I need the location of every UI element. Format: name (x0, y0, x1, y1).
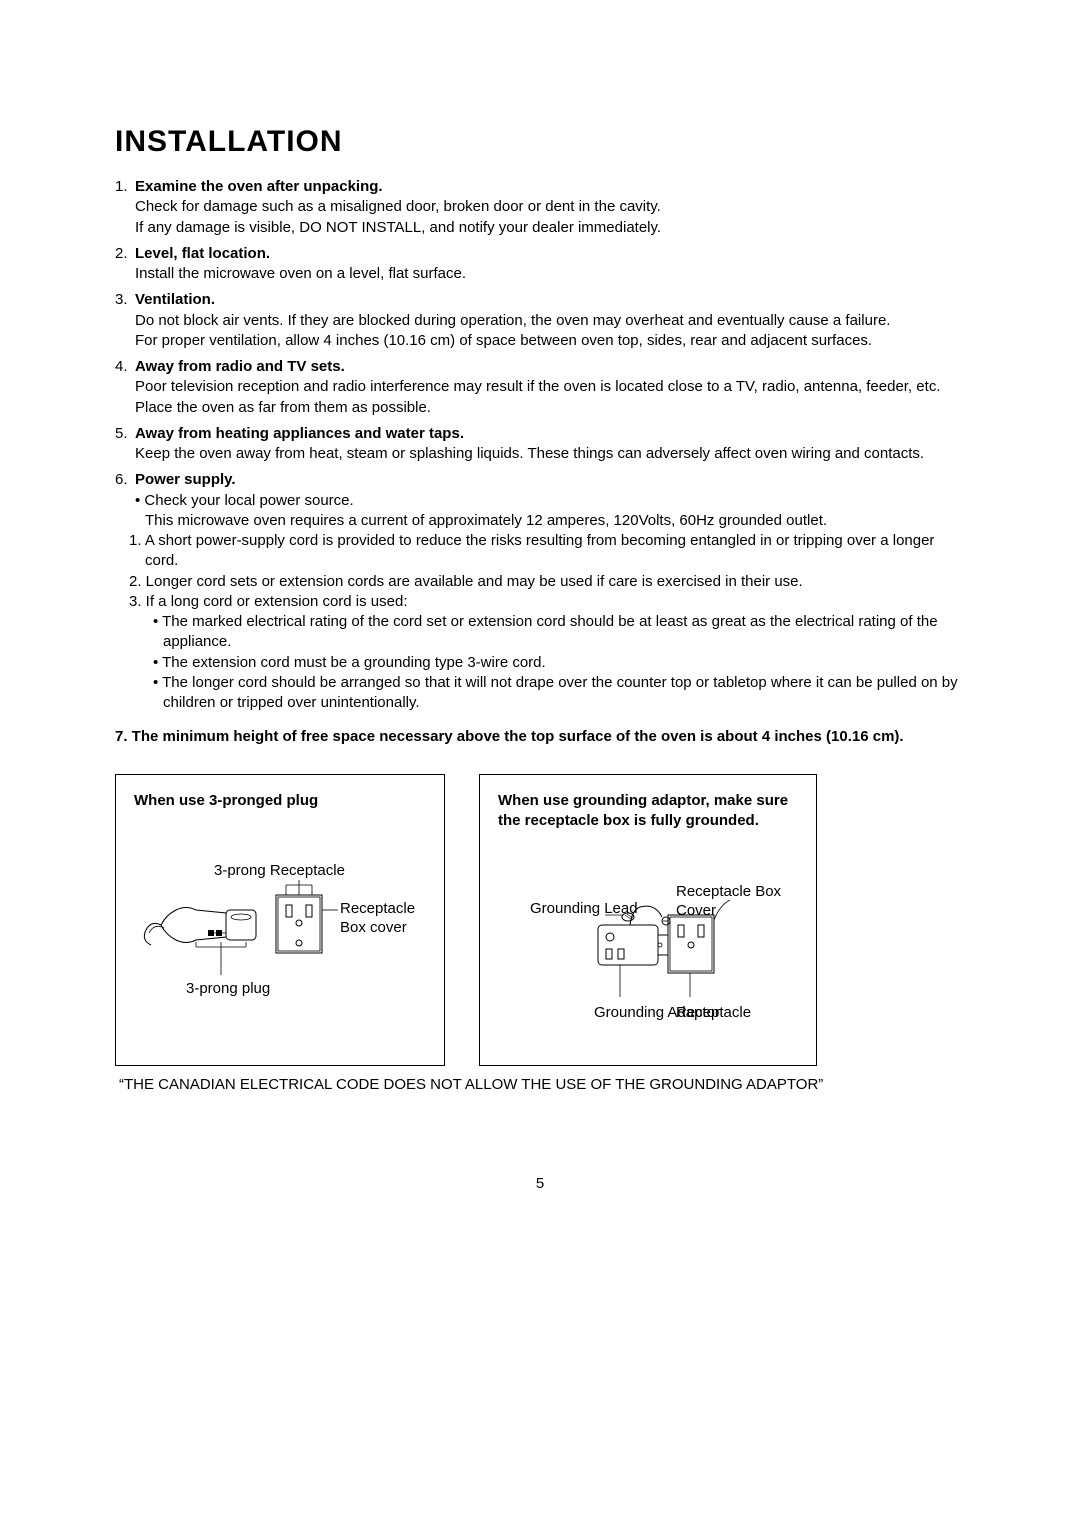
item-body: Do not block air vents. If they are bloc… (115, 311, 970, 331)
item-number: 5. (115, 424, 135, 444)
item-body: This microwave oven requires a current o… (115, 511, 970, 531)
item-number: 3. (115, 290, 135, 310)
list-item: 6. Power supply. • Check your local powe… (115, 470, 970, 713)
item-body: Poor television reception and radio inte… (115, 377, 970, 397)
item-body: If any damage is visible, DO NOT INSTALL… (115, 218, 970, 238)
item-body: 2. Longer cord sets or extension cords a… (115, 572, 970, 592)
list-item: 2. Level, flat location. Install the mic… (115, 244, 970, 285)
diagram-title: When use 3-pronged plug (134, 791, 426, 811)
item-heading: Level, flat location. (135, 244, 270, 264)
canadian-code-note: “THE CANADIAN ELECTRICAL CODE DOES NOT A… (115, 1076, 970, 1093)
item-body: • Check your local power source. (115, 491, 970, 511)
item-heading: Ventilation. (135, 290, 215, 310)
item-body: For proper ventilation, allow 4 inches (… (115, 331, 970, 351)
diagrams-row: When use 3-pronged plug 3-prong Receptac… (115, 774, 970, 1066)
plug-diagram-icon (126, 855, 426, 1055)
item-number: 6. (115, 470, 135, 490)
item-heading: Away from radio and TV sets. (135, 357, 345, 377)
item-heading: Examine the oven after unpacking. (135, 177, 383, 197)
installation-list: 1. Examine the oven after unpacking. Che… (115, 177, 970, 748)
diagram-title: When use grounding adaptor, make sure th… (498, 791, 798, 832)
item-body: • The marked electrical rating of the co… (115, 612, 970, 653)
item-body: • The extension cord must be a grounding… (115, 653, 970, 673)
item-body: Keep the oven away from heat, steam or s… (115, 444, 970, 464)
diagram-3prong-plug: When use 3-pronged plug 3-prong Receptac… (115, 774, 445, 1066)
list-item: 3. Ventilation. Do not block air vents. … (115, 290, 970, 351)
item-body: Check for damage such as a misaligned do… (115, 197, 970, 217)
item-body: 3. If a long cord or extension cord is u… (115, 592, 970, 612)
list-item: 5. Away from heating appliances and wate… (115, 424, 970, 465)
page-number: 5 (0, 1175, 1080, 1192)
list-item: 1. Examine the oven after unpacking. Che… (115, 177, 970, 238)
item-body: 1. A short power-supply cord is provided… (115, 531, 970, 572)
item-body: Install the microwave oven on a level, f… (115, 264, 970, 284)
item-number: 4. (115, 357, 135, 377)
item-number: 2. (115, 244, 135, 264)
adaptor-diagram-icon (490, 865, 790, 1065)
page-title: INSTALLATION (115, 125, 970, 159)
item-body: Place the oven as far from them as possi… (115, 398, 970, 418)
item-body: • The longer cord should be arranged so … (115, 673, 970, 714)
item-heading: Away from heating appliances and water t… (135, 424, 464, 444)
item-heading: Power supply. (135, 470, 236, 490)
list-item: 7. The minimum height of free space nece… (115, 727, 970, 747)
list-item: 4. Away from radio and TV sets. Poor tel… (115, 357, 970, 418)
diagram-grounding-adaptor: When use grounding adaptor, make sure th… (479, 774, 817, 1066)
item-number: 1. (115, 177, 135, 197)
